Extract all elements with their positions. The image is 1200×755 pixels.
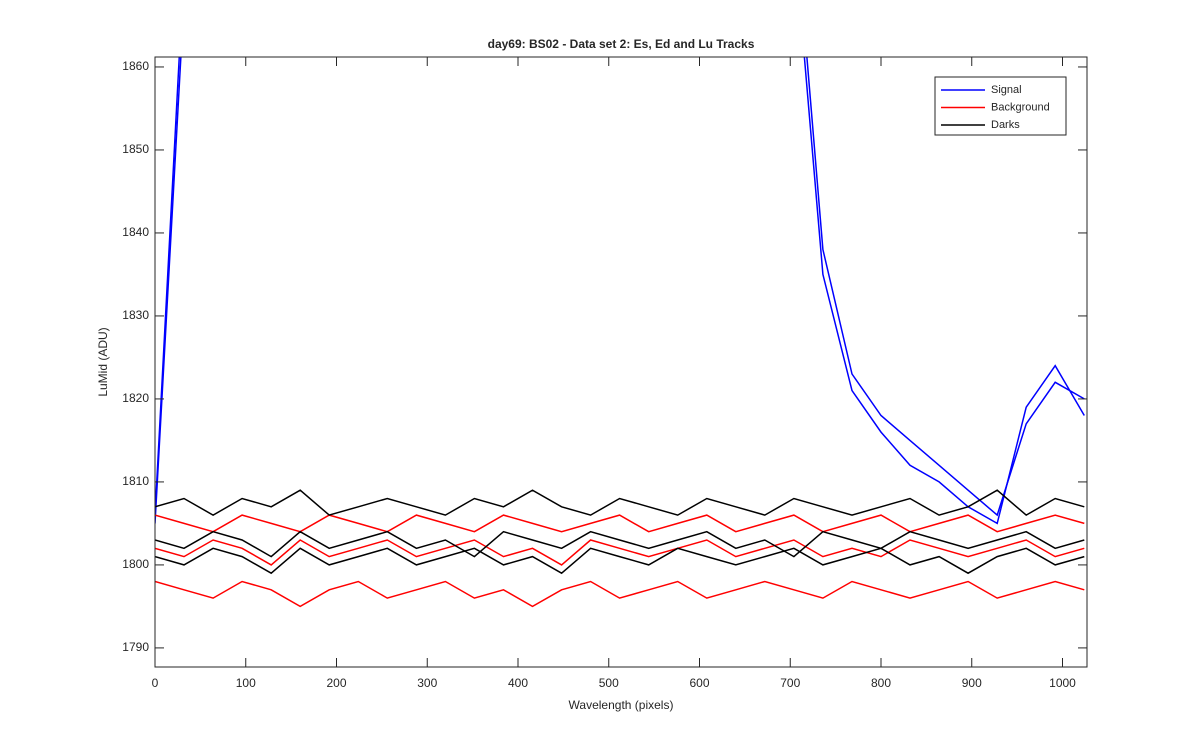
x-tick-label: 700: [780, 676, 800, 690]
line-trace: [155, 514, 1085, 533]
line-trace: [155, 57, 1085, 525]
line-trace: [155, 580, 1085, 608]
x-tick-label: 200: [326, 676, 346, 690]
x-tick-label: 300: [417, 676, 437, 690]
y-tick-label: 1790: [122, 640, 149, 654]
line-trace: [155, 539, 1085, 566]
x-tick-label: 100: [236, 676, 256, 690]
x-tick-label: 1000: [1049, 676, 1076, 690]
legend-label: Darks: [991, 119, 1020, 131]
plot-area: [155, 57, 1085, 608]
line-trace: [155, 547, 1085, 575]
legend: Signal Background Darks: [934, 76, 1067, 136]
x-tick-label: 400: [508, 676, 528, 690]
x-tick-label: 600: [689, 676, 709, 690]
line-trace: [155, 57, 1085, 517]
line-trace: [155, 530, 1085, 558]
legend-label: Background: [991, 101, 1050, 113]
x-tick-label: 900: [962, 676, 982, 690]
y-tick-label: 1820: [122, 391, 149, 405]
y-tick-label: 1860: [122, 59, 149, 73]
chart-title: day69: BS02 - Data set 2: Es, Ed and Lu …: [488, 37, 755, 51]
y-tick-label: 1850: [122, 142, 149, 156]
x-axis-label: Wavelength (pixels): [569, 698, 674, 712]
y-tick-label: 1840: [122, 225, 149, 239]
y-tick-label: 1800: [122, 557, 149, 571]
line-trace: [155, 489, 1085, 517]
y-tick-label: 1810: [122, 474, 149, 488]
y-axis-label: LuMid (ADU): [96, 327, 110, 396]
axes-box: [154, 56, 1088, 668]
x-tick-label: 0: [152, 676, 159, 690]
x-tick-label: 500: [599, 676, 619, 690]
legend-label: Signal: [991, 84, 1022, 96]
y-tick-label: 1830: [122, 308, 149, 322]
x-tick-label: 800: [871, 676, 891, 690]
